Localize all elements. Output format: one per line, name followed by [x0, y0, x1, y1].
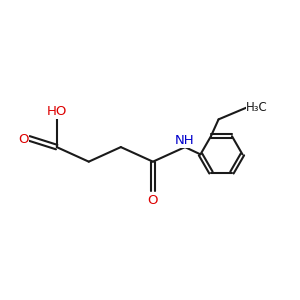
Text: O: O	[148, 194, 158, 207]
Text: NH: NH	[175, 134, 195, 147]
Text: O: O	[18, 133, 28, 146]
Text: HO: HO	[46, 105, 67, 118]
Text: H₃C: H₃C	[246, 101, 268, 114]
